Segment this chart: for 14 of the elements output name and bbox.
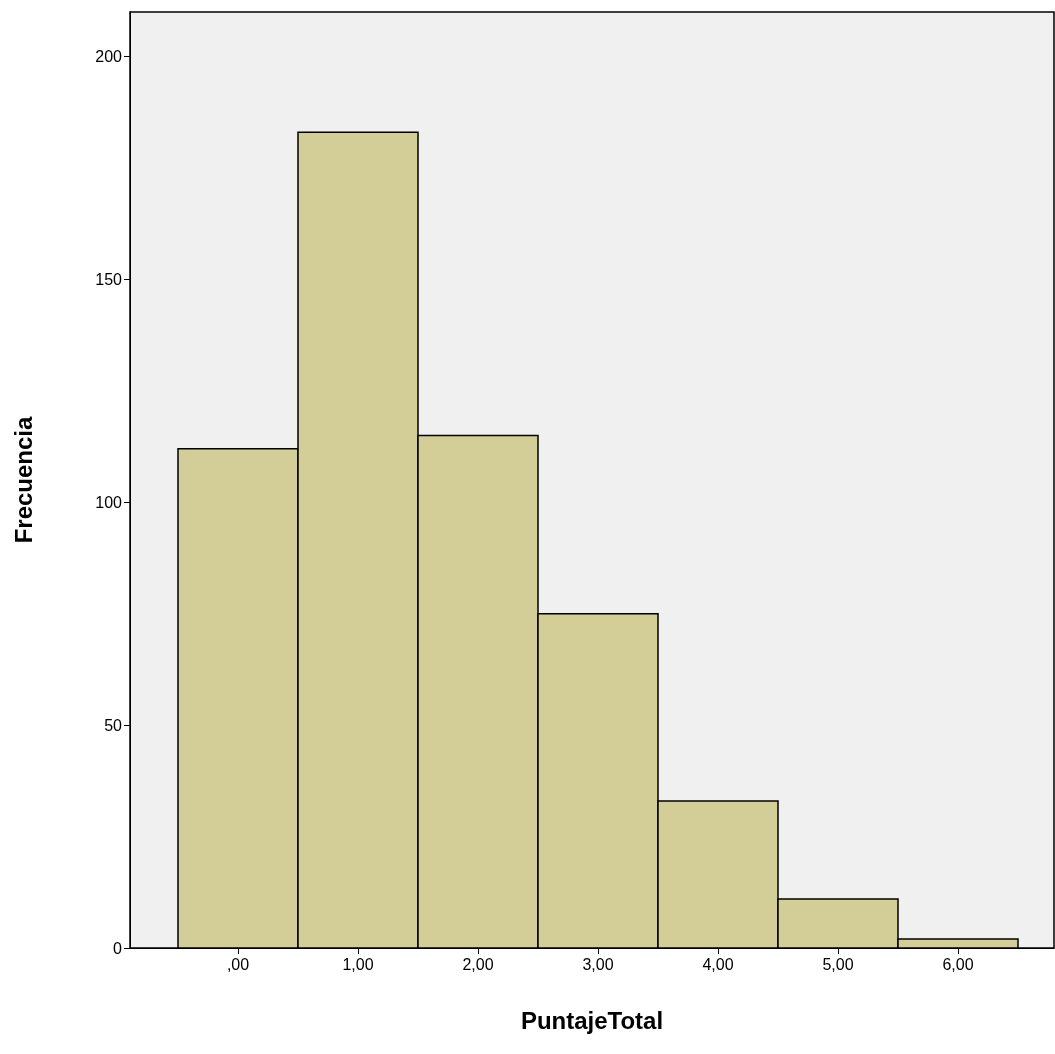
x-tick-label: ,00 bbox=[226, 955, 250, 973]
x-tick-label: 3,00 bbox=[582, 955, 614, 973]
y-tick-label: 0 bbox=[113, 939, 123, 957]
y-tick-label: 200 bbox=[95, 48, 123, 66]
x-tick-label: 2,00 bbox=[462, 955, 494, 973]
x-axis-title: PuntajeTotal bbox=[520, 1006, 664, 1034]
y-tick-label: 50 bbox=[104, 716, 123, 734]
x-tick-label: 5,00 bbox=[822, 955, 854, 973]
y-tick-label: 100 bbox=[95, 493, 123, 511]
x-tick-label: 1,00 bbox=[342, 955, 374, 973]
y-axis-title: Frecuencia bbox=[9, 415, 37, 544]
y-tick-label: 150 bbox=[95, 270, 123, 288]
x-tick-label: 6,00 bbox=[942, 955, 974, 973]
x-tick-label: 4,00 bbox=[702, 955, 734, 973]
